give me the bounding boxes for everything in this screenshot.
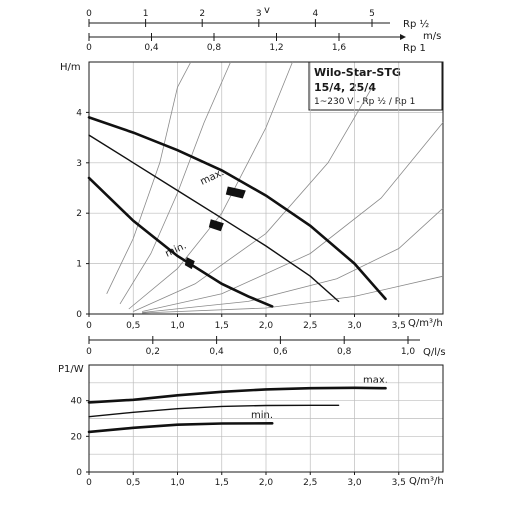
x-tick-label: 2,0 bbox=[259, 478, 274, 488]
power-curve-max bbox=[87, 386, 387, 404]
velocity-axis-arrow bbox=[400, 34, 406, 40]
flow-ls-tick-label: 0 bbox=[86, 347, 92, 357]
flow-axis-label-lower: Q/m³/h bbox=[409, 476, 444, 487]
velocity-axis-label: v bbox=[264, 5, 270, 16]
power-curve-mid bbox=[88, 404, 340, 418]
velocity-tick-label: 1,6 bbox=[332, 43, 347, 53]
flow-ls-tick-label: 0,6 bbox=[273, 347, 288, 357]
system-curve bbox=[119, 61, 231, 305]
x-tick-label: 0 bbox=[86, 321, 92, 331]
x-tick-label: 0 bbox=[86, 478, 92, 488]
speed-switch-marker bbox=[184, 257, 195, 270]
velocity-axis-unit-rp-half: Rp ½ bbox=[403, 18, 429, 30]
x-tick-label: 2,5 bbox=[303, 478, 317, 488]
velocity-axis-unit-rp-one: Rp 1 bbox=[403, 43, 426, 54]
head-curve-mid bbox=[88, 134, 340, 303]
y-tick-label: 0 bbox=[76, 310, 82, 320]
flow-ls-tick-label: 1,0 bbox=[401, 347, 416, 357]
y-tick-label: 40 bbox=[71, 397, 83, 407]
flow-ls-tick-label: 0,8 bbox=[337, 347, 352, 357]
velocity-axis-unit-ms: m/s bbox=[423, 31, 441, 42]
flow-ls-axis-label: Q/l/s bbox=[423, 347, 446, 358]
power-axis-label: P1/W bbox=[58, 364, 84, 375]
flow-ls-tick-label: 0,4 bbox=[209, 347, 224, 357]
system-curve bbox=[106, 61, 192, 294]
flow-ls-tick-label: 0,2 bbox=[146, 347, 160, 357]
system-curve bbox=[142, 275, 444, 314]
x-tick-label: 2,5 bbox=[303, 321, 317, 331]
velocity-tick-label: 1 bbox=[143, 9, 149, 19]
info-box: Wilo-Star-STG 15/4, 25/4 1~230 V - Rp ½ … bbox=[308, 61, 443, 111]
y-tick-label: 4 bbox=[76, 108, 82, 118]
velocity-tick-label: 0,4 bbox=[144, 43, 159, 53]
system-curve bbox=[128, 61, 293, 310]
velocity-tick-label: 1,2 bbox=[269, 43, 283, 53]
velocity-tick-label: 2 bbox=[199, 9, 205, 19]
series-label-min-head: min. bbox=[164, 240, 189, 259]
x-tick-label: 0,5 bbox=[126, 478, 140, 488]
x-tick-label: 3,0 bbox=[347, 478, 362, 488]
y-tick-label: 20 bbox=[71, 432, 83, 442]
x-tick-label: 0,5 bbox=[126, 321, 140, 331]
velocity-tick-label: 0 bbox=[86, 43, 92, 53]
speed-switch-marker bbox=[225, 186, 246, 199]
info-box-title: Wilo-Star-STG bbox=[314, 66, 401, 79]
y-tick-label: 1 bbox=[76, 260, 82, 270]
x-tick-label: 1,5 bbox=[215, 478, 229, 488]
x-tick-label: 1,5 bbox=[215, 321, 229, 331]
x-tick-label: 3,5 bbox=[392, 478, 406, 488]
x-tick-label: 2,0 bbox=[259, 321, 274, 331]
head-curve-max bbox=[87, 116, 387, 301]
info-box-model: 15/4, 25/4 bbox=[314, 81, 376, 94]
flow-axis-label-upper: Q/m³/h bbox=[408, 318, 443, 329]
y-tick-label: 2 bbox=[76, 209, 82, 219]
system-curve bbox=[142, 122, 444, 312]
speed-switch-marker bbox=[208, 219, 224, 232]
system-curve bbox=[142, 207, 444, 313]
velocity-tick-label: 0,8 bbox=[207, 43, 222, 53]
power-curve-min bbox=[87, 422, 274, 434]
x-tick-label: 3,0 bbox=[347, 321, 362, 331]
y-tick-label: 0 bbox=[76, 468, 82, 478]
velocity-tick-label: 5 bbox=[369, 9, 375, 19]
series-label-min-power: min. bbox=[251, 410, 273, 421]
system-curve bbox=[133, 86, 373, 312]
info-box-spec: 1~230 V - Rp ½ / Rp 1 bbox=[314, 97, 415, 107]
head-axis-label: H/m bbox=[60, 62, 81, 73]
velocity-tick-label: 0 bbox=[86, 9, 92, 19]
x-tick-label: 1,0 bbox=[170, 321, 185, 331]
head-curve-min bbox=[87, 176, 274, 308]
x-tick-label: 1,0 bbox=[170, 478, 185, 488]
y-tick-label: 3 bbox=[76, 159, 82, 169]
series-label-max-power: max. bbox=[363, 375, 388, 386]
velocity-tick-label: 4 bbox=[313, 9, 319, 19]
velocity-tick-label: 3 bbox=[256, 9, 262, 19]
x-tick-label: 3,5 bbox=[392, 321, 406, 331]
